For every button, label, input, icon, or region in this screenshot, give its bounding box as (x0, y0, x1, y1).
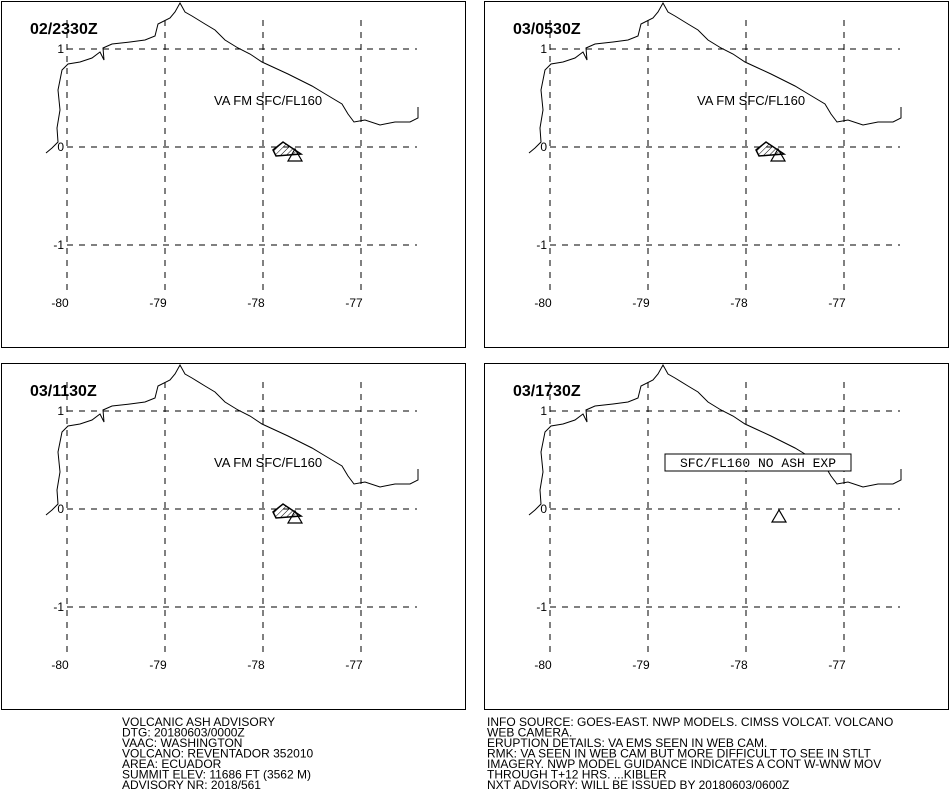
lat-label: -1 (53, 600, 64, 614)
valid-time: 03/0530Z (513, 21, 581, 38)
volcano (770, 508, 788, 523)
lon-label: -80 (534, 296, 552, 310)
lat-label: 1 (540, 404, 547, 418)
coastline (528, 363, 902, 516)
lon-label: -77 (345, 296, 363, 310)
lat-label: 1 (540, 42, 547, 56)
valid-time: 03/1130Z (30, 383, 97, 400)
lon-label: -80 (534, 658, 552, 672)
ash-label: VA FM SFC/FL160 (214, 93, 322, 108)
advisory-line: AREA: ECUADOR (122, 757, 222, 771)
volcano (286, 509, 304, 524)
lon-label: -79 (149, 658, 167, 672)
ash-label: VA FM SFC/FL160 (697, 93, 805, 108)
panel-border (484, 363, 949, 710)
lon-label: -79 (632, 296, 650, 310)
panel-border (1, 363, 466, 710)
lat-label: -1 (536, 238, 547, 252)
lat-label: 0 (540, 140, 547, 154)
lat-label: 1 (57, 404, 64, 418)
volcano (769, 147, 787, 162)
coastline (45, 363, 419, 516)
advisory-line: VAAC: WASHINGTON (122, 736, 242, 750)
advisory-line: ADVISORY NR: 2018/561 (122, 778, 261, 792)
lon-label: -77 (345, 658, 363, 672)
lon-label: -79 (149, 296, 167, 310)
volcano (286, 147, 304, 162)
ash-area (272, 141, 304, 157)
label-box (664, 453, 852, 472)
valid-time: 03/1730Z (513, 383, 581, 400)
lat-label: 1 (57, 42, 64, 56)
advisory-line: RMK: VA SEEN IN WEB CAM BUT MORE DIFFICU… (487, 747, 872, 761)
coastline (45, 1, 419, 154)
advisory-line: DTG: 20180603/0000Z (122, 726, 245, 740)
advisory-line: ERUPTION DETAILS: VA EMS SEEN IN WEB CAM… (487, 736, 767, 750)
advisory-line: INFO SOURCE: GOES-EAST. NWP MODELS. CIMS… (487, 715, 893, 729)
ash-area (272, 503, 304, 519)
lon-label: -80 (51, 296, 69, 310)
lon-label: -80 (51, 658, 69, 672)
lat-label: -1 (536, 600, 547, 614)
advisory-line: NXT ADVISORY: WILL BE ISSUED BY 20180603… (487, 778, 789, 792)
map-panel: -80 -79 -78 -77 1 0 -1 03/1730Z SFC/FL160 NO ASH… (484, 363, 949, 710)
lon-label: -77 (828, 296, 846, 310)
lat-label: 0 (57, 140, 64, 154)
map-panel: -80 -79 -78 -77 1 0 -1 02/2330Z VA FM SFC/FL160 (1, 1, 466, 348)
advisory-line: VOLCANO: REVENTADOR 352010 (122, 747, 314, 761)
lon-label: -77 (828, 658, 846, 672)
lon-label: -78 (247, 658, 265, 672)
advisory-line: SUMMIT ELEV: 11686 FT (3562 M) (122, 768, 311, 782)
lon-label: -78 (247, 296, 265, 310)
panel-border (1, 1, 466, 348)
ash-label: SFC/FL160 NO ASH EXP (680, 456, 836, 471)
ash-area (755, 141, 787, 157)
lat-label: 0 (540, 502, 547, 516)
advisory-line: IMAGERY. NWP MODEL GUIDANCE INDICATES A … (487, 757, 881, 771)
coastline (528, 1, 902, 154)
valid-time: 02/2330Z (30, 21, 98, 38)
lon-label: -78 (730, 658, 748, 672)
map-panel: -80 -79 -78 -77 1 0 -1 03/1130Z VA FM SFC/FL160 (1, 363, 466, 710)
advisory-line: THROUGH T+12 HRS. ...KIBLER (487, 768, 667, 782)
lon-label: -78 (730, 296, 748, 310)
ash-label: VA FM SFC/FL160 (214, 455, 322, 470)
lat-label: -1 (53, 238, 64, 252)
lon-label: -79 (632, 658, 650, 672)
map-panel: -80 -79 -78 -77 1 0 -1 03/0530Z VA FM SFC/FL160 (484, 1, 949, 348)
lat-label: 0 (57, 502, 64, 516)
advisory-line: VOLCANIC ASH ADVISORY (122, 715, 275, 729)
advisory-line: WEB CAMERA. (487, 726, 572, 740)
panel-border (484, 1, 949, 348)
